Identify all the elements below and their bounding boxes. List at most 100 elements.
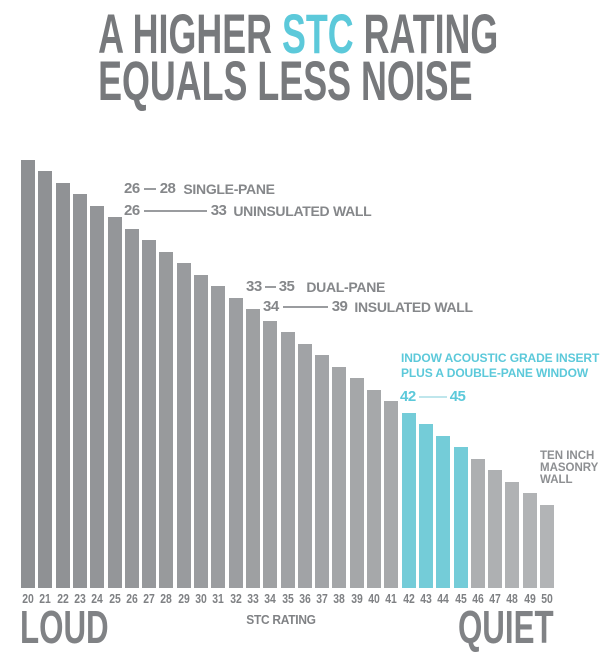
bar-21 bbox=[38, 171, 53, 588]
tick-label-38: 38 bbox=[333, 591, 346, 606]
bar-29 bbox=[176, 263, 191, 588]
tick-label-49: 49 bbox=[523, 591, 536, 606]
tick-label-37: 37 bbox=[316, 591, 328, 606]
bar-45 bbox=[453, 447, 468, 588]
single-pane-label: SINGLE-PANE bbox=[183, 180, 275, 197]
bar-48 bbox=[505, 482, 520, 588]
tick-label-50: 50 bbox=[541, 591, 553, 606]
dual-pane-to-value: 35 bbox=[278, 278, 295, 295]
title-stc-highlight: STC bbox=[281, 2, 354, 65]
tick-label-30: 30 bbox=[195, 591, 207, 606]
tick-label-33: 33 bbox=[247, 591, 259, 606]
connector-line bbox=[143, 209, 207, 212]
bar-41 bbox=[384, 401, 399, 588]
annotation-masonry-wall: TEN INCH MASONRY WALL bbox=[540, 450, 598, 486]
tick-label-31: 31 bbox=[212, 591, 225, 606]
bar-27 bbox=[142, 240, 157, 588]
bar-38 bbox=[332, 367, 347, 588]
bar-22 bbox=[55, 183, 70, 588]
masonry-line-1: TEN INCH bbox=[540, 450, 595, 462]
page-title: A HIGHER STC RATING EQUALS LESS NOISE bbox=[0, 6, 545, 112]
indow-from-value: 42 bbox=[400, 388, 416, 405]
uninsulated-to-value: 33 bbox=[210, 202, 227, 219]
single-pane-to-value: 28 bbox=[159, 180, 176, 197]
connector-line bbox=[143, 187, 156, 190]
tick-label-35: 35 bbox=[281, 591, 294, 606]
bar-25 bbox=[107, 217, 122, 588]
bar-49 bbox=[522, 493, 537, 588]
tick-label-40: 40 bbox=[368, 591, 380, 606]
masonry-line-2: MASONRY bbox=[540, 462, 599, 474]
tick-label-24: 24 bbox=[91, 591, 103, 606]
insulated-to-value: 39 bbox=[331, 298, 348, 315]
bar-32 bbox=[228, 298, 243, 588]
title-line-1: A HIGHER STC RATING bbox=[98, 6, 498, 62]
bar-50 bbox=[540, 505, 554, 588]
annotation-uninsulated-wall: 26 33 UNINSULATED WALL bbox=[124, 202, 372, 219]
annotation-indow-insert: INDOW ACOUSTIC GRADE INSERT PLUS A DOUBL… bbox=[401, 351, 599, 381]
tick-label-29: 29 bbox=[177, 591, 190, 606]
connector-line bbox=[282, 305, 328, 308]
title-part-1: A HIGHER bbox=[98, 2, 282, 65]
bar-42 bbox=[401, 413, 416, 588]
annotation-indow-range: 42 45 bbox=[400, 388, 466, 405]
axis-label-quiet: QUIET bbox=[458, 601, 554, 653]
tick-label-27: 27 bbox=[143, 591, 155, 606]
tick-label-45: 45 bbox=[454, 591, 467, 606]
indow-insert-line-1: INDOW ACOUSTIC GRADE INSERT bbox=[401, 351, 600, 365]
tick-label-25: 25 bbox=[108, 591, 121, 606]
tick-label-46: 46 bbox=[472, 591, 484, 606]
uninsulated-from-value: 26 bbox=[124, 202, 140, 219]
bar-47 bbox=[488, 470, 503, 588]
connector-line bbox=[264, 285, 276, 288]
tick-label-23: 23 bbox=[74, 591, 86, 606]
tick-label-44: 44 bbox=[437, 591, 449, 606]
title-line-2: EQUALS LESS NOISE bbox=[98, 49, 473, 112]
bar-31 bbox=[211, 286, 226, 588]
bar-36 bbox=[297, 344, 312, 588]
bar-34 bbox=[263, 321, 278, 588]
bar-20 bbox=[21, 160, 35, 588]
bar-40 bbox=[367, 390, 381, 588]
bar-43 bbox=[418, 424, 433, 588]
bar-35 bbox=[280, 332, 295, 588]
tick-label-48: 48 bbox=[506, 591, 519, 606]
tick-label-47: 47 bbox=[489, 591, 501, 606]
insulated-from-value: 34 bbox=[263, 298, 279, 315]
tick-label-22: 22 bbox=[56, 591, 69, 606]
single-pane-from-value: 26 bbox=[124, 180, 140, 197]
tick-label-36: 36 bbox=[299, 591, 311, 606]
tick-label-20: 20 bbox=[22, 591, 34, 606]
annotation-single-pane: 26 28 SINGLE-PANE bbox=[124, 180, 275, 197]
axis-label-loud: LOUD bbox=[20, 601, 109, 653]
tick-label-28: 28 bbox=[160, 591, 173, 606]
insulated-label: INSULATED WALL bbox=[354, 298, 473, 315]
annotation-dual-pane: 33 35 DUAL-PANE bbox=[246, 278, 386, 295]
bar-46 bbox=[470, 459, 485, 588]
tick-label-21: 21 bbox=[39, 591, 52, 606]
uninsulated-label: UNINSULATED WALL bbox=[233, 202, 372, 219]
dual-pane-from-value: 33 bbox=[246, 278, 262, 295]
bar-23 bbox=[72, 194, 87, 588]
bar-30 bbox=[194, 275, 208, 588]
connector-line bbox=[418, 395, 447, 398]
masonry-line-3: WALL bbox=[540, 474, 573, 486]
indow-to-value: 45 bbox=[449, 388, 466, 405]
bar-39 bbox=[349, 378, 364, 588]
dual-pane-label: DUAL-PANE bbox=[306, 278, 386, 295]
tick-label-32: 32 bbox=[229, 591, 242, 606]
tick-label-42: 42 bbox=[402, 591, 415, 606]
tick-label-41: 41 bbox=[385, 591, 398, 606]
bar-44 bbox=[436, 436, 451, 588]
tick-label-26: 26 bbox=[126, 591, 138, 606]
annotation-insulated-wall: 34 39 INSULATED WALL bbox=[263, 298, 473, 315]
bar-24 bbox=[90, 206, 105, 588]
tick-label-39: 39 bbox=[350, 591, 363, 606]
indow-insert-line-2: PLUS A DOUBLE-PANE WINDOW bbox=[401, 366, 589, 380]
bar-33 bbox=[245, 309, 260, 588]
bar-26 bbox=[124, 229, 139, 588]
tick-label-43: 43 bbox=[420, 591, 432, 606]
title-part-2: RATING bbox=[353, 2, 499, 65]
